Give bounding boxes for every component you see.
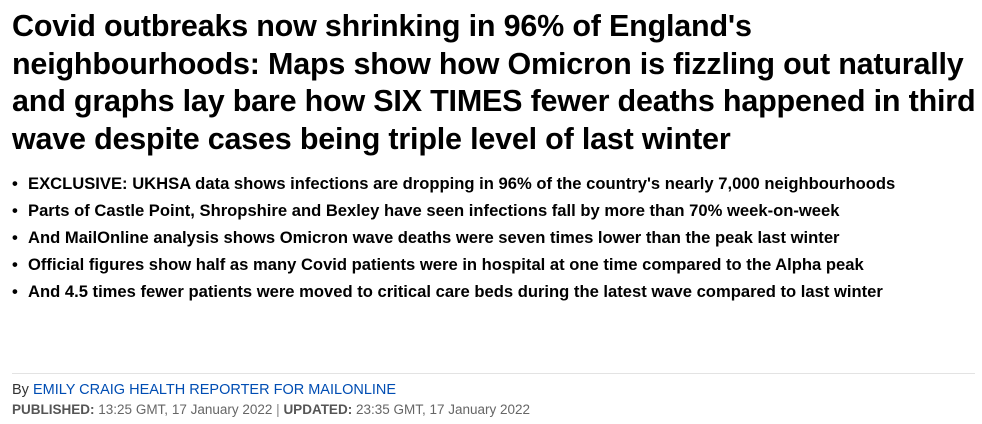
summary-bullet-text: And 4.5 times fewer patients were moved … [28, 282, 883, 301]
bullet-dot: • [12, 282, 18, 301]
bullet-dot: • [12, 201, 18, 220]
summary-bullet: • And 4.5 times fewer patients were move… [12, 278, 978, 305]
byline-prefix: By [12, 382, 29, 398]
byline: By EMILY CRAIG HEALTH REPORTER FOR MAILO… [12, 381, 396, 399]
summary-bullet-text: EXCLUSIVE: UKHSA data shows infections a… [28, 174, 896, 193]
bullet-dot: • [12, 255, 18, 274]
byline-divider [12, 373, 975, 374]
summary-bullet-text: Official figures show half as many Covid… [28, 255, 864, 274]
summary-bullet-text: Parts of Castle Point, Shropshire and Be… [28, 201, 840, 220]
summary-bullet: • And MailOnline analysis shows Omicron … [12, 224, 978, 251]
article-header: Covid outbreaks now shrinking in 96% of … [12, 8, 978, 305]
updated-label: UPDATED: [283, 402, 353, 417]
article-dates: PUBLISHED: 13:25 GMT, 17 January 2022 | … [12, 401, 530, 419]
published-label: PUBLISHED: [12, 402, 95, 417]
author-link[interactable]: EMILY CRAIG HEALTH REPORTER FOR MAILONLI… [32, 382, 397, 398]
headline: Covid outbreaks now shrinking in 96% of … [12, 9, 976, 156]
date-separator: | [276, 402, 280, 417]
published-date: 13:25 GMT, 17 January 2022 [98, 402, 273, 417]
bullet-dot: • [12, 228, 18, 247]
summary-bullet: • Parts of Castle Point, Shropshire and … [12, 197, 978, 224]
updated-date: 23:35 GMT, 17 January 2022 [355, 402, 531, 417]
bullet-dot: • [12, 174, 18, 193]
summary-bullets: • EXCLUSIVE: UKHSA data shows infections… [12, 170, 978, 305]
summary-bullet-text: And MailOnline analysis shows Omicron wa… [28, 228, 840, 247]
summary-bullet: • Official figures show half as many Cov… [12, 251, 978, 278]
summary-bullet: • EXCLUSIVE: UKHSA data shows infections… [12, 170, 978, 197]
